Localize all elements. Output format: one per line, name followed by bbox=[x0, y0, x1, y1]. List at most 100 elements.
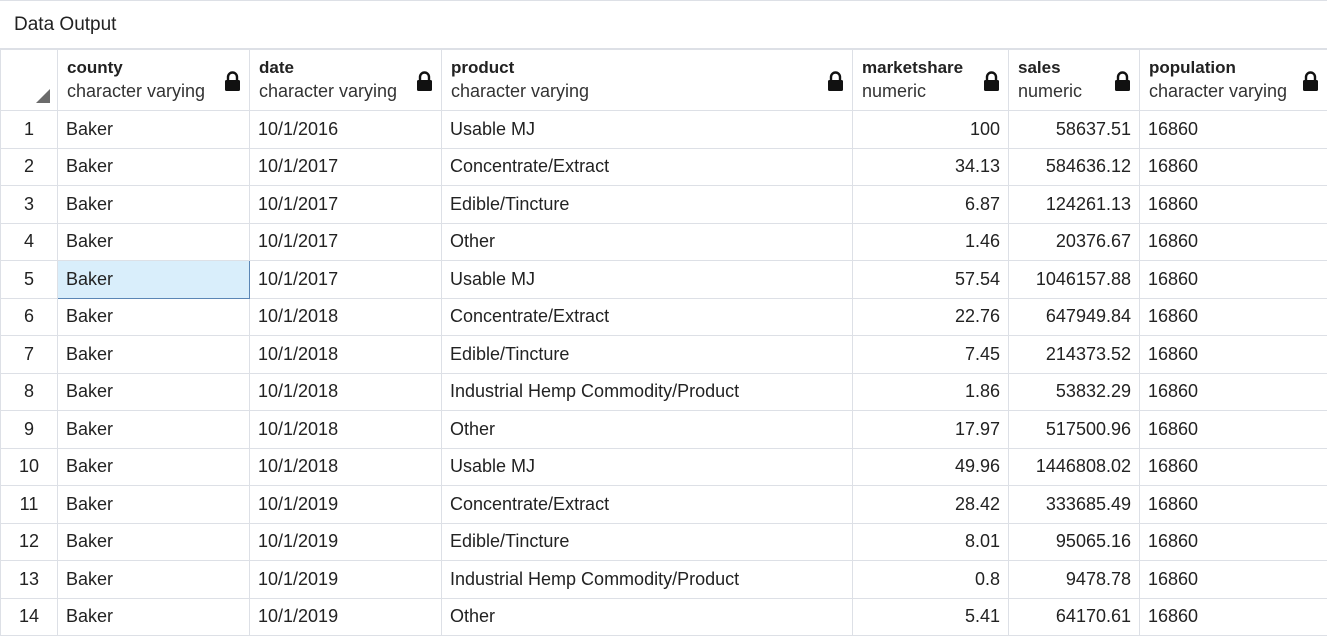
cell-sales[interactable]: 58637.51 bbox=[1009, 111, 1140, 149]
cell-product[interactable]: Other bbox=[442, 223, 853, 261]
row-number[interactable]: 7 bbox=[1, 336, 58, 374]
row-number[interactable]: 8 bbox=[1, 373, 58, 411]
cell-product[interactable]: Edible/Tincture bbox=[442, 523, 853, 561]
cell-county[interactable]: Baker bbox=[58, 411, 250, 449]
cell-marketshare[interactable]: 49.96 bbox=[853, 448, 1009, 486]
row-number[interactable]: 2 bbox=[1, 148, 58, 186]
cell-product[interactable]: Usable MJ bbox=[442, 111, 853, 149]
cell-marketshare[interactable]: 22.76 bbox=[853, 298, 1009, 336]
cell-sales[interactable]: 64170.61 bbox=[1009, 598, 1140, 636]
cell-marketshare[interactable]: 5.41 bbox=[853, 598, 1009, 636]
cell-population[interactable]: 16860 bbox=[1140, 223, 1327, 261]
cell-county[interactable]: Baker bbox=[58, 336, 250, 374]
cell-product[interactable]: Usable MJ bbox=[442, 448, 853, 486]
cell-county[interactable]: Baker bbox=[58, 148, 250, 186]
cell-sales[interactable]: 53832.29 bbox=[1009, 373, 1140, 411]
row-number[interactable]: 12 bbox=[1, 523, 58, 561]
cell-county-selected[interactable]: Baker bbox=[58, 261, 250, 299]
cell-sales[interactable]: 1446808.02 bbox=[1009, 448, 1140, 486]
cell-sales[interactable]: 1046157.88 bbox=[1009, 261, 1140, 299]
cell-county[interactable]: Baker bbox=[58, 561, 250, 599]
cell-date[interactable]: 10/1/2017 bbox=[250, 223, 442, 261]
cell-date[interactable]: 10/1/2017 bbox=[250, 261, 442, 299]
cell-date[interactable]: 10/1/2017 bbox=[250, 148, 442, 186]
cell-population[interactable]: 16860 bbox=[1140, 523, 1327, 561]
cell-county[interactable]: Baker bbox=[58, 373, 250, 411]
cell-county[interactable]: Baker bbox=[58, 111, 250, 149]
cell-population[interactable]: 16860 bbox=[1140, 298, 1327, 336]
cell-marketshare[interactable]: 28.42 bbox=[853, 486, 1009, 524]
cell-population[interactable]: 16860 bbox=[1140, 486, 1327, 524]
cell-marketshare[interactable]: 6.87 bbox=[853, 186, 1009, 224]
cell-product[interactable]: Usable MJ bbox=[442, 261, 853, 299]
row-number[interactable]: 5 bbox=[1, 261, 58, 299]
cell-product[interactable]: Other bbox=[442, 598, 853, 636]
cell-product[interactable]: Edible/Tincture bbox=[442, 336, 853, 374]
cell-marketshare[interactable]: 8.01 bbox=[853, 523, 1009, 561]
cell-marketshare[interactable]: 1.86 bbox=[853, 373, 1009, 411]
cell-date[interactable]: 10/1/2017 bbox=[250, 186, 442, 224]
row-number[interactable]: 1 bbox=[1, 111, 58, 149]
cell-sales[interactable]: 584636.12 bbox=[1009, 148, 1140, 186]
cell-product[interactable]: Concentrate/Extract bbox=[442, 486, 853, 524]
cell-date[interactable]: 10/1/2016 bbox=[250, 111, 442, 149]
cell-county[interactable]: Baker bbox=[58, 523, 250, 561]
cell-date[interactable]: 10/1/2018 bbox=[250, 373, 442, 411]
cell-population[interactable]: 16860 bbox=[1140, 148, 1327, 186]
cell-county[interactable]: Baker bbox=[58, 223, 250, 261]
cell-county[interactable]: Baker bbox=[58, 186, 250, 224]
cell-product[interactable]: Concentrate/Extract bbox=[442, 298, 853, 336]
cell-product[interactable]: Industrial Hemp Commodity/Product bbox=[442, 373, 853, 411]
row-number[interactable]: 14 bbox=[1, 598, 58, 636]
cell-marketshare[interactable]: 1.46 bbox=[853, 223, 1009, 261]
cell-county[interactable]: Baker bbox=[58, 298, 250, 336]
cell-product[interactable]: Edible/Tincture bbox=[442, 186, 853, 224]
row-number[interactable]: 6 bbox=[1, 298, 58, 336]
cell-marketshare[interactable]: 17.97 bbox=[853, 411, 1009, 449]
cell-date[interactable]: 10/1/2018 bbox=[250, 448, 442, 486]
row-number[interactable]: 11 bbox=[1, 486, 58, 524]
cell-marketshare[interactable]: 100 bbox=[853, 111, 1009, 149]
cell-population[interactable]: 16860 bbox=[1140, 598, 1327, 636]
cell-sales[interactable]: 647949.84 bbox=[1009, 298, 1140, 336]
cell-population[interactable]: 16860 bbox=[1140, 411, 1327, 449]
cell-sales[interactable]: 333685.49 bbox=[1009, 486, 1140, 524]
row-number[interactable]: 9 bbox=[1, 411, 58, 449]
cell-sales[interactable]: 214373.52 bbox=[1009, 336, 1140, 374]
cell-county[interactable]: Baker bbox=[58, 486, 250, 524]
cell-marketshare[interactable]: 7.45 bbox=[853, 336, 1009, 374]
row-number[interactable]: 3 bbox=[1, 186, 58, 224]
cell-county[interactable]: Baker bbox=[58, 448, 250, 486]
select-all-corner[interactable] bbox=[1, 50, 58, 111]
cell-population[interactable]: 16860 bbox=[1140, 448, 1327, 486]
row-number[interactable]: 13 bbox=[1, 561, 58, 599]
cell-date[interactable]: 10/1/2018 bbox=[250, 411, 442, 449]
tab-data-output[interactable]: Data Output bbox=[14, 14, 116, 36]
cell-marketshare[interactable]: 57.54 bbox=[853, 261, 1009, 299]
cell-marketshare[interactable]: 34.13 bbox=[853, 148, 1009, 186]
cell-date[interactable]: 10/1/2019 bbox=[250, 523, 442, 561]
row-number[interactable]: 4 bbox=[1, 223, 58, 261]
cell-sales[interactable]: 124261.13 bbox=[1009, 186, 1140, 224]
cell-date[interactable]: 10/1/2019 bbox=[250, 598, 442, 636]
cell-sales[interactable]: 9478.78 bbox=[1009, 561, 1140, 599]
cell-date[interactable]: 10/1/2019 bbox=[250, 561, 442, 599]
cell-county[interactable]: Baker bbox=[58, 598, 250, 636]
cell-date[interactable]: 10/1/2019 bbox=[250, 486, 442, 524]
cell-marketshare[interactable]: 0.8 bbox=[853, 561, 1009, 599]
row-number[interactable]: 10 bbox=[1, 448, 58, 486]
cell-date[interactable]: 10/1/2018 bbox=[250, 298, 442, 336]
cell-population[interactable]: 16860 bbox=[1140, 261, 1327, 299]
cell-product[interactable]: Industrial Hemp Commodity/Product bbox=[442, 561, 853, 599]
cell-sales[interactable]: 20376.67 bbox=[1009, 223, 1140, 261]
cell-product[interactable]: Concentrate/Extract bbox=[442, 148, 853, 186]
cell-population[interactable]: 16860 bbox=[1140, 561, 1327, 599]
cell-population[interactable]: 16860 bbox=[1140, 111, 1327, 149]
cell-population[interactable]: 16860 bbox=[1140, 336, 1327, 374]
